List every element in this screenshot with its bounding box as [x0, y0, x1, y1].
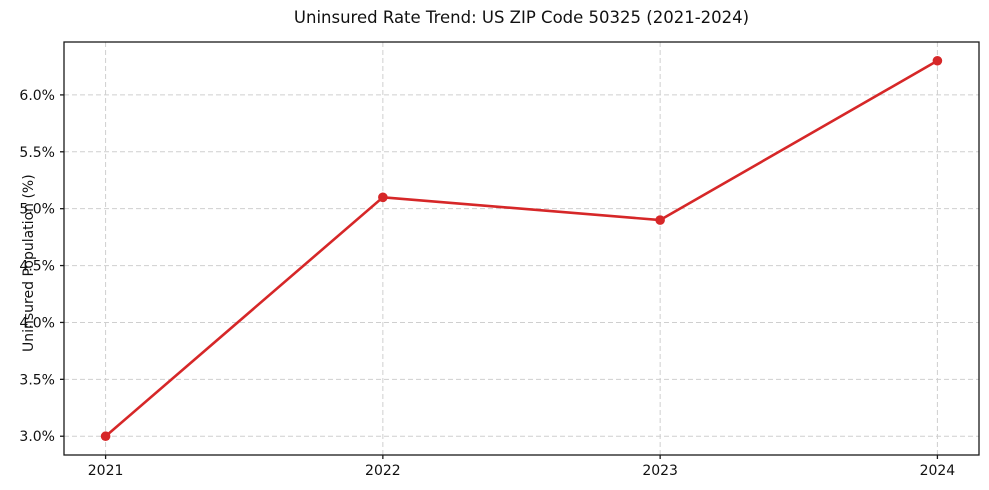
x-tick-label: 2021: [88, 463, 124, 479]
y-tick-label: 5.5%: [19, 145, 55, 161]
trend-line: [104, 59, 939, 438]
y-tick-label: 6.0%: [19, 88, 55, 104]
y-tick-label: 5.0%: [19, 202, 55, 218]
y-tick-label: 3.0%: [19, 429, 55, 445]
chart-title: Uninsured Rate Trend: US ZIP Code 50325 …: [293, 8, 750, 27]
x-tick-label: 2024: [920, 463, 956, 479]
data-point: [378, 192, 388, 203]
data-point: [100, 431, 111, 442]
y-tick-label: 4.5%: [19, 259, 55, 275]
y-tick-label: 4.0%: [19, 315, 55, 331]
y-tick-label: 3.5%: [19, 372, 55, 388]
data-point: [932, 55, 943, 66]
data-point: [655, 215, 665, 225]
x-tick-label: 2022: [365, 463, 401, 479]
x-tick-label: 2023: [642, 463, 678, 479]
plot-border: [63, 41, 980, 456]
